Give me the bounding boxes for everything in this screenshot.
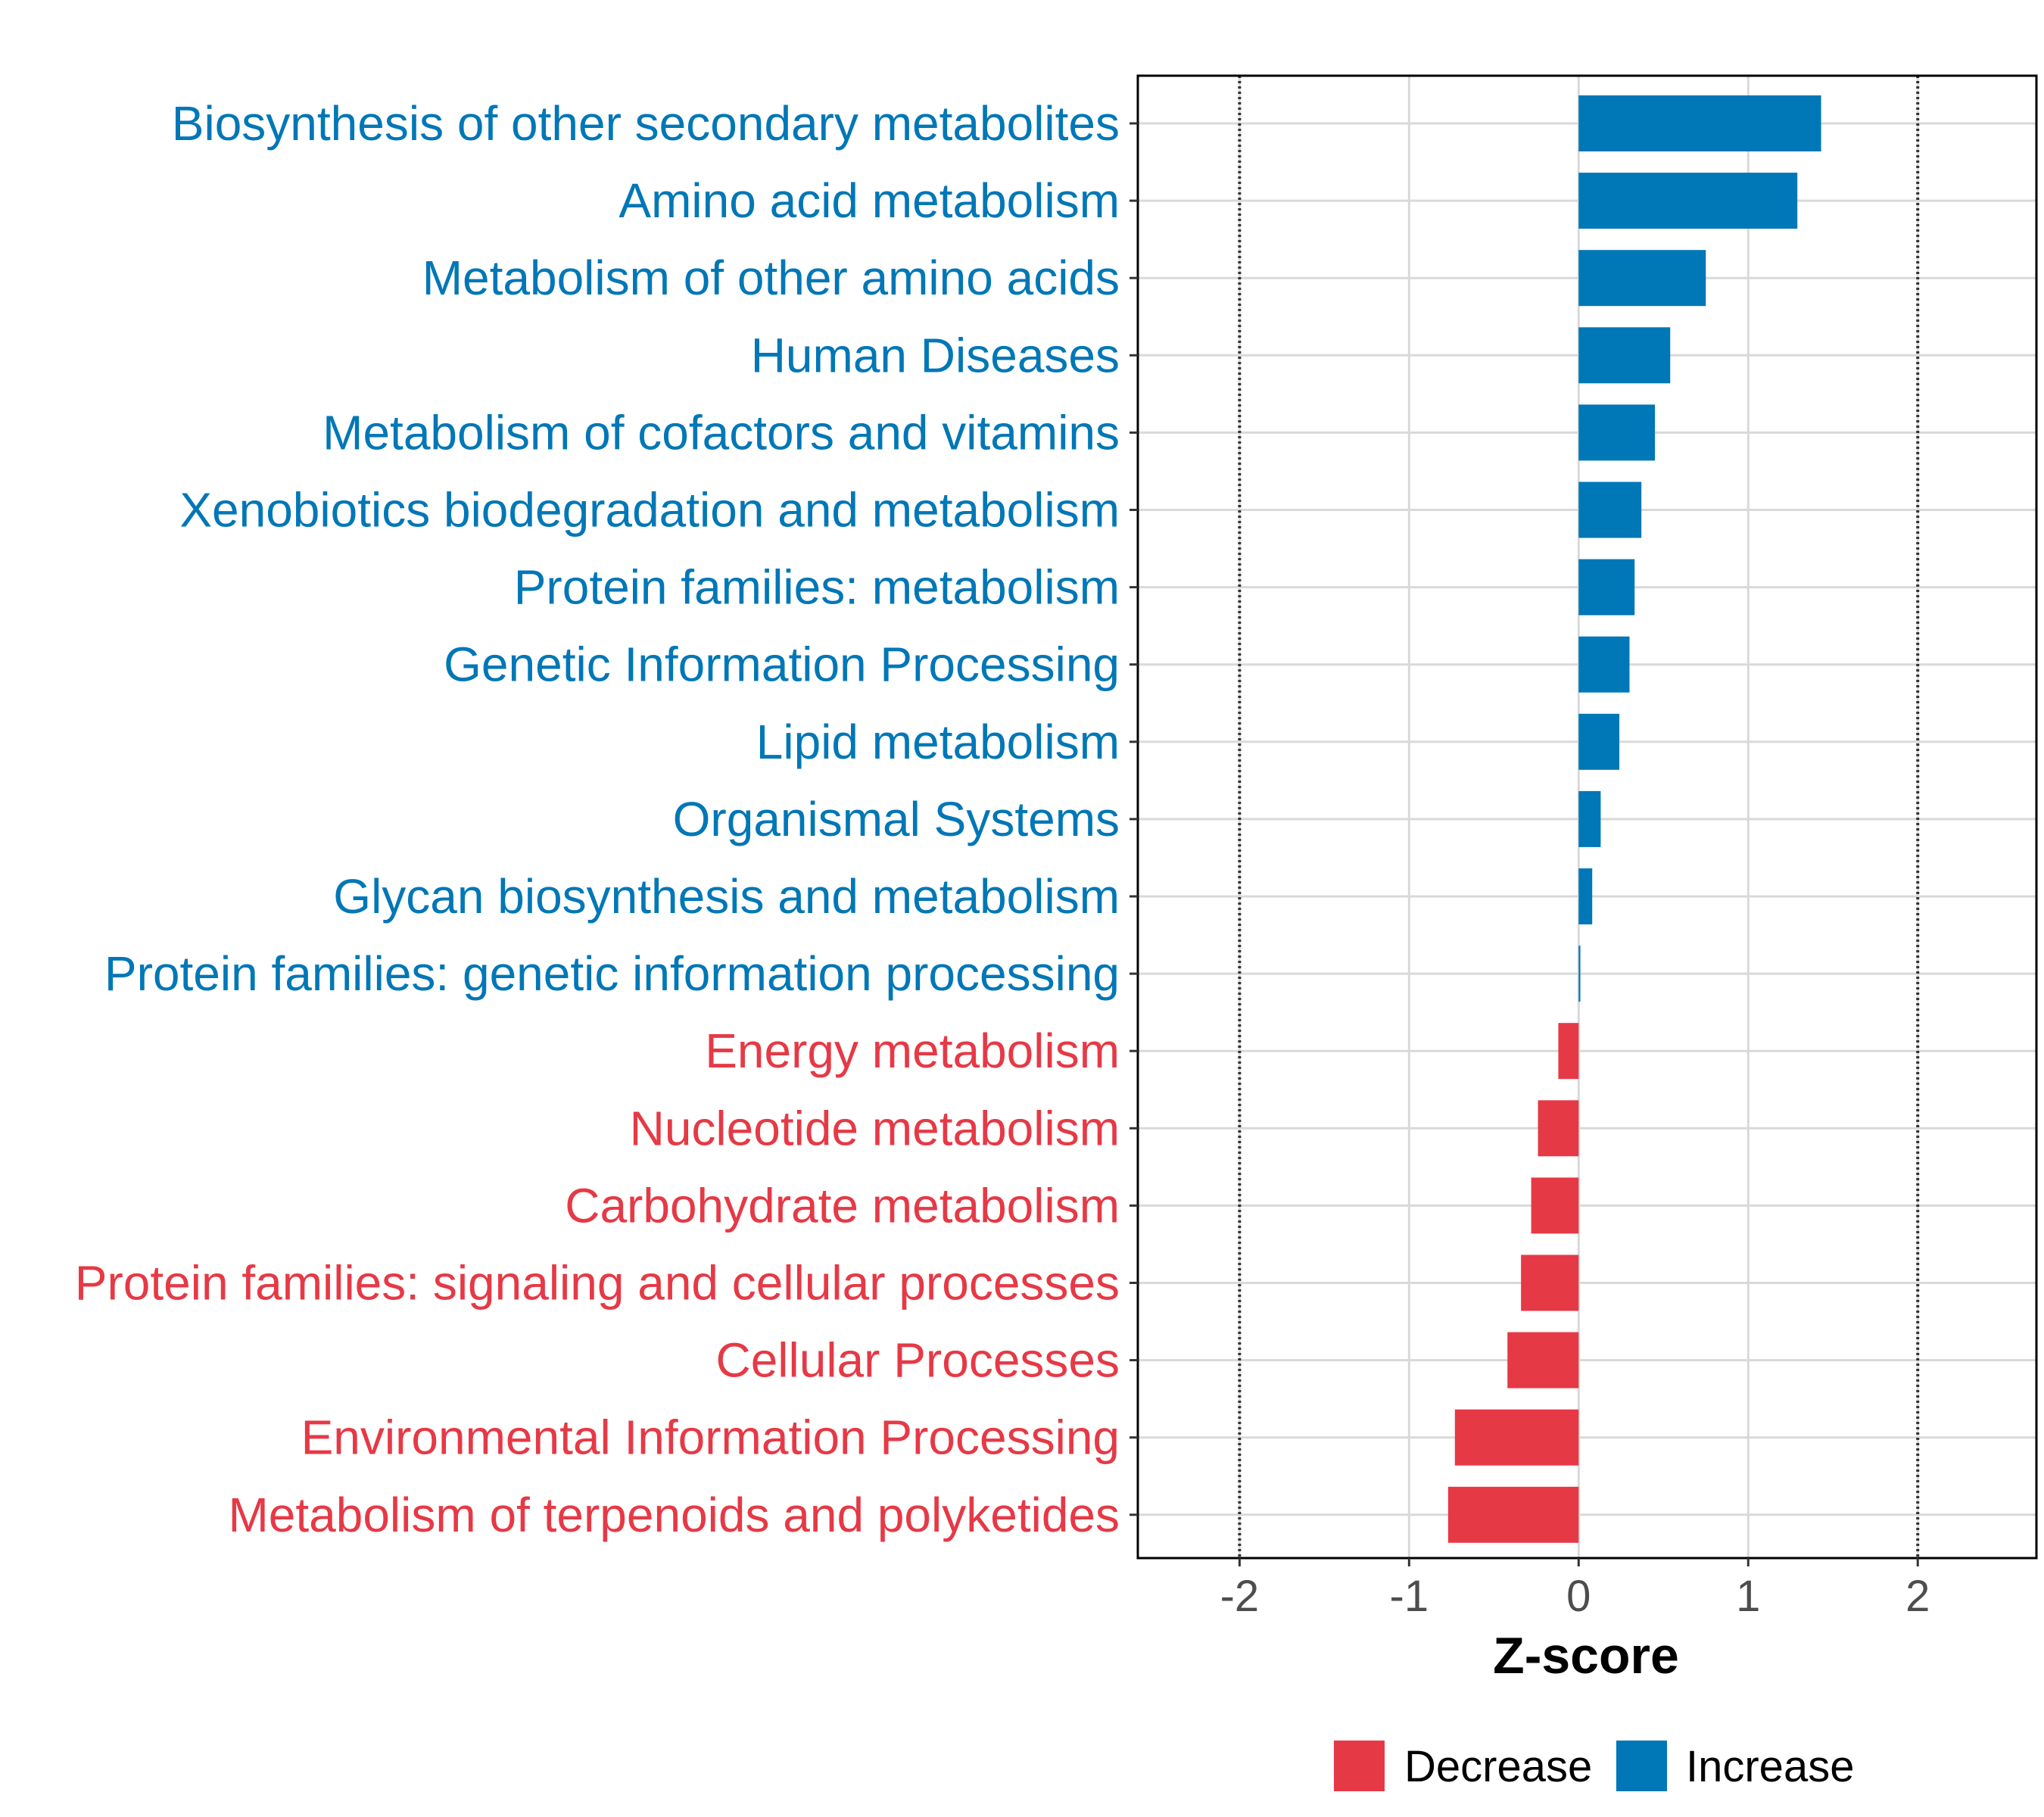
bar	[1538, 1100, 1579, 1157]
category-label: Protein families: metabolism	[514, 560, 1120, 615]
category-label: Organismal Systems	[673, 792, 1120, 846]
legend: Decrease Increase	[1334, 1741, 1854, 1791]
reference-lines	[1238, 76, 1920, 1558]
bar	[1447, 1486, 1579, 1543]
bar	[1578, 250, 1706, 307]
category-label: Metabolism of terpenoids and polyketides	[228, 1488, 1120, 1542]
category-label: Human Diseases	[751, 328, 1120, 382]
category-label: Cellular Processes	[715, 1333, 1120, 1388]
x-tick-label: -1	[1390, 1572, 1429, 1621]
legend-swatch-increase	[1616, 1741, 1667, 1791]
category-label: Energy metabolism	[705, 1024, 1120, 1078]
bar	[1578, 636, 1630, 693]
bar	[1507, 1332, 1579, 1388]
category-label: Protein families: genetic information pr…	[104, 946, 1120, 1001]
bars	[1447, 95, 1821, 1543]
x-tick-label: 0	[1566, 1572, 1591, 1621]
bar	[1454, 1409, 1579, 1466]
legend-label-increase: Increase	[1686, 1742, 1854, 1791]
bar	[1578, 559, 1635, 616]
bar	[1578, 95, 1821, 151]
category-label: Carbohydrate metabolism	[565, 1178, 1120, 1233]
category-label: Amino acid metabolism	[618, 173, 1120, 228]
category-label: Environmental Information Processing	[301, 1410, 1120, 1465]
bar	[1578, 404, 1656, 461]
bar	[1578, 713, 1620, 770]
category-label: Protein families: signaling and cellular…	[75, 1256, 1120, 1311]
category-label: Xenobiotics biodegradation and metabolis…	[179, 483, 1120, 538]
x-axis-ticks	[1238, 1558, 1919, 1566]
y-axis-ticks	[1129, 122, 1138, 1516]
bar	[1558, 1023, 1579, 1080]
x-axis-title: Z-score	[1493, 1627, 1679, 1685]
bar	[1578, 790, 1601, 847]
category-label: Glycan biosynthesis and metabolism	[333, 869, 1120, 924]
bar	[1578, 173, 1798, 229]
x-tick-label: -2	[1220, 1572, 1260, 1621]
x-tick-labels: -2 -1 0 1 2	[1220, 1572, 1930, 1621]
x-tick-label: 1	[1736, 1572, 1760, 1621]
category-label: Biosynthesis of other secondary metaboli…	[172, 96, 1120, 151]
bar	[1578, 868, 1593, 924]
bar	[1521, 1254, 1579, 1311]
category-label: Nucleotide metabolism	[630, 1101, 1120, 1155]
plot-panel-border	[1136, 74, 2038, 1560]
bar	[1578, 327, 1671, 384]
category-label: Genetic Information Processing	[444, 637, 1120, 692]
bar	[1578, 482, 1642, 538]
category-label: Metabolism of cofactors and vitamins	[322, 405, 1120, 460]
x-tick-label: 2	[1905, 1572, 1930, 1621]
category-labels: Biosynthesis of other secondary metaboli…	[75, 96, 1120, 1542]
legend-label-decrease: Decrease	[1404, 1742, 1592, 1791]
legend-swatch-decrease	[1334, 1741, 1385, 1791]
category-label: Metabolism of other amino acids	[422, 251, 1120, 305]
category-label: Lipid metabolism	[756, 715, 1120, 769]
bar	[1531, 1177, 1579, 1234]
bar	[1578, 946, 1581, 1002]
